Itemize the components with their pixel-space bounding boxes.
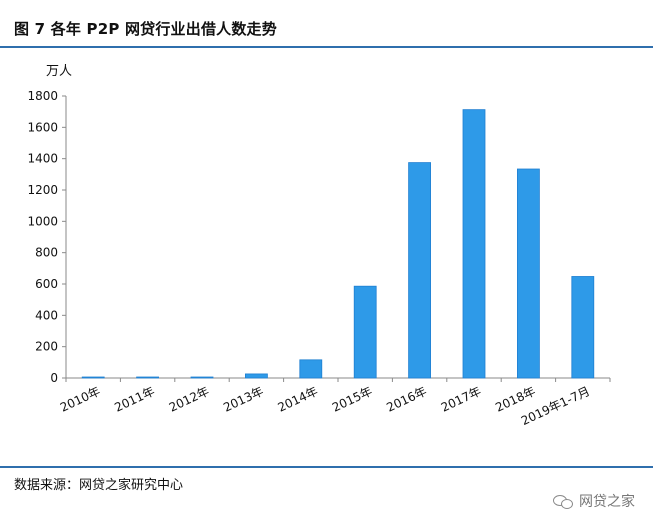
x-tick-label: 2017年 — [439, 384, 483, 415]
y-tick-label: 600 — [35, 277, 58, 291]
bar-2012年 — [190, 376, 214, 379]
watermark-label: 网贷之家 — [579, 494, 635, 510]
bar-2017年 — [462, 109, 486, 379]
bar-2010年 — [81, 376, 105, 379]
x-tick-label: 2016年 — [384, 384, 428, 415]
x-tick-label: 2012年 — [167, 384, 211, 415]
source-note: 数据来源：网贷之家研究中心 — [14, 478, 184, 493]
bar-2014年 — [299, 359, 323, 379]
bar-2016年 — [408, 162, 432, 379]
bar-2011年 — [136, 376, 160, 379]
y-tick-label: 400 — [35, 308, 58, 322]
y-axis-unit: 万人 — [46, 64, 73, 79]
bar-2015年 — [353, 285, 377, 379]
bottom-divider — [0, 466, 653, 468]
y-tick-label: 200 — [35, 340, 58, 354]
bar-2013年 — [244, 373, 268, 379]
bar-2018年 — [517, 168, 540, 379]
chart-plot-area: 0 200 400 600 800 1000 1200 1400 1600 1800 2010年 20… — [27, 89, 611, 428]
page-title: 图 7 各年 P2P 网贷行业出借人数走势 — [14, 20, 277, 38]
y-tick-label: 1400 — [27, 152, 58, 166]
x-tick-label: 2015年 — [330, 384, 374, 415]
y-tick-label: 1800 — [27, 89, 58, 103]
bar-2019年1-7月 — [571, 276, 595, 379]
x-tick-label: 2014年 — [276, 384, 320, 415]
y-tick-label: 1600 — [27, 120, 58, 134]
wechat-icon — [553, 493, 573, 509]
top-divider — [0, 46, 653, 48]
x-tick-label: 2013年 — [221, 384, 265, 415]
x-tick-label: 2011年 — [112, 384, 156, 415]
y-tick-label: 0 — [50, 371, 58, 385]
y-tick-label: 1000 — [27, 214, 58, 228]
watermark: 网贷之家 — [553, 491, 635, 511]
x-tick-label: 2010年 — [58, 384, 102, 415]
y-tick-label: 1200 — [27, 183, 58, 197]
y-tick-label: 800 — [35, 246, 58, 260]
